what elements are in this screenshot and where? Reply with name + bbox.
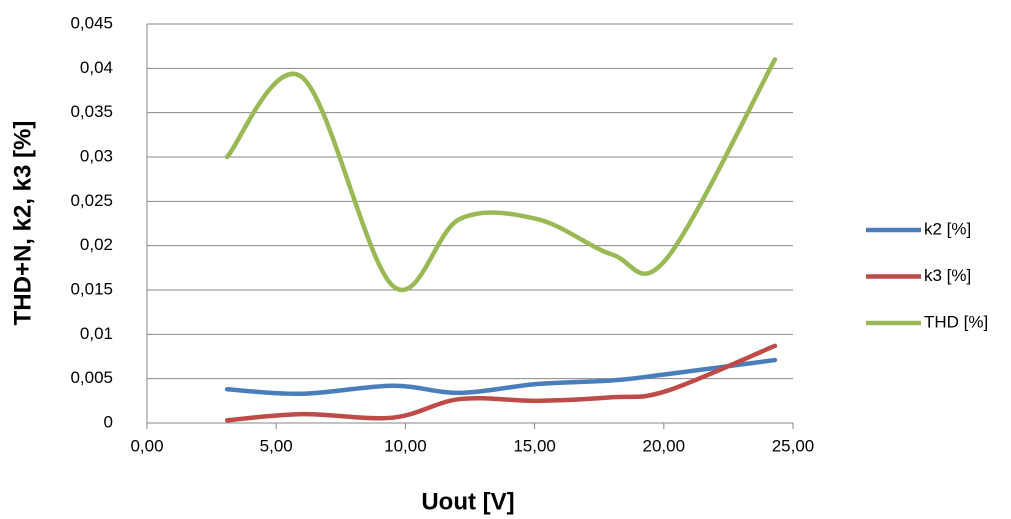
y-tick-label: 0,035 [70,102,113,121]
x-tick-label: 10,00 [384,436,427,455]
x-tick-label: 15,00 [513,436,556,455]
series-line [224,57,778,292]
y-tick-label: 0,01 [80,324,113,343]
y-tick-label: 0 [104,412,113,431]
legend-label: k3 [%] [924,266,971,285]
y-tick-label: 0,02 [80,235,113,254]
x-axis-title: Uout [V] [421,488,514,515]
y-tick-label: 0,005 [70,368,113,387]
x-tick-label: 5,00 [260,436,293,455]
y-tick-label: 0,045 [70,13,113,32]
x-tick-label: 25,00 [772,436,815,455]
y-tick-label: 0,025 [70,191,113,210]
y-axis-title: THD+N, k2, k3 [%] [9,121,36,326]
y-tick-label: 0,03 [80,146,113,165]
series-line [224,357,778,397]
legend-label: THD [%] [924,312,988,331]
x-tick-label: 0,00 [130,436,163,455]
y-tick-label: 0,04 [80,58,113,77]
legend-label: k2 [%] [924,219,971,238]
series-line [224,343,778,423]
x-tick-label: 20,00 [643,436,686,455]
y-tick-label: 0,015 [70,279,113,298]
